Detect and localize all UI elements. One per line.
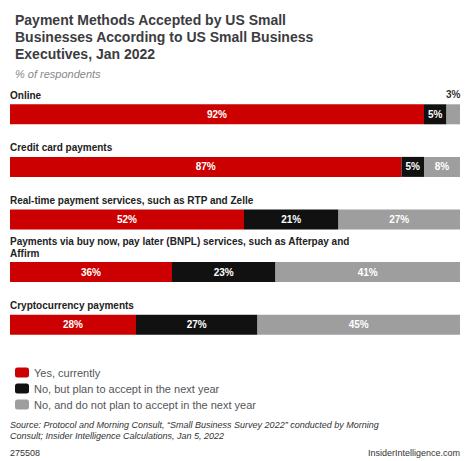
svg-text:Affirm: Affirm xyxy=(10,248,40,259)
svg-text:36%: 36% xyxy=(81,267,101,278)
svg-text:5%: 5% xyxy=(428,109,443,120)
svg-text:Payments via buy now, pay late: Payments via buy now, pay later (BNPL) s… xyxy=(10,236,349,247)
svg-text:Businesses According to US Sma: Businesses According to US Small Busines… xyxy=(15,29,313,45)
svg-text:5%: 5% xyxy=(406,161,421,172)
svg-text:Online: Online xyxy=(10,90,42,101)
svg-text:8%: 8% xyxy=(435,161,450,172)
svg-text:21%: 21% xyxy=(281,214,301,225)
svg-text:InsiderIntelligence.com: InsiderIntelligence.com xyxy=(368,448,460,458)
svg-text:28%: 28% xyxy=(63,319,83,330)
svg-text:No, and do not plan to accept: No, and do not plan to accept in the nex… xyxy=(34,399,256,411)
svg-text:Cryptocurrency payments: Cryptocurrency payments xyxy=(10,300,134,311)
svg-text:87%: 87% xyxy=(196,161,216,172)
svg-text:23%: 23% xyxy=(214,267,234,278)
svg-text:275508: 275508 xyxy=(10,448,40,458)
svg-text:Real-time payment services, su: Real-time payment services, such as RTP … xyxy=(10,195,254,206)
svg-text:45%: 45% xyxy=(349,319,369,330)
svg-text:27%: 27% xyxy=(389,214,409,225)
svg-text:Executives, Jan 2022: Executives, Jan 2022 xyxy=(15,46,155,62)
svg-text:% of respondents: % of respondents xyxy=(15,68,101,80)
svg-text:Consult; Insider Intelligence: Consult; Insider Intelligence Calculatio… xyxy=(10,431,224,441)
svg-text:Credit card payments: Credit card payments xyxy=(10,142,113,153)
svg-text:Yes, currently: Yes, currently xyxy=(34,367,101,379)
svg-text:41%: 41% xyxy=(358,267,378,278)
svg-text:92%: 92% xyxy=(207,109,227,120)
svg-text:Payment Methods Accepted by US: Payment Methods Accepted by US Small xyxy=(15,12,286,28)
svg-text:3%: 3% xyxy=(446,89,461,100)
svg-text:No, but plan to accept in the: No, but plan to accept in the next year xyxy=(34,383,220,395)
svg-text:27%: 27% xyxy=(187,319,207,330)
svg-text:52%: 52% xyxy=(117,214,137,225)
svg-text:Source: Protocol and Morning C: Source: Protocol and Morning Consult, “S… xyxy=(10,420,379,430)
